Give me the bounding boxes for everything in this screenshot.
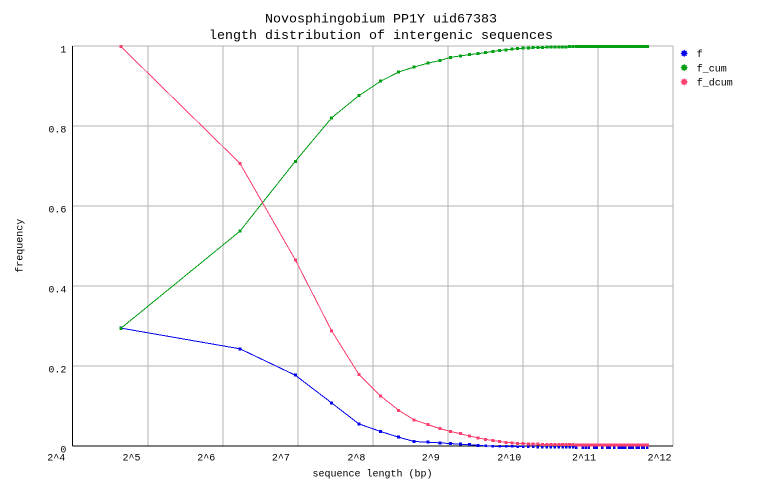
svg-text:0.6: 0.6 [48, 206, 66, 217]
svg-text:2^8: 2^8 [347, 454, 365, 465]
svg-text:f_cum: f_cum [697, 63, 727, 75]
svg-text:0.8: 0.8 [48, 126, 66, 137]
svg-text:length distribution of interge: length distribution of intergenic sequen… [209, 29, 553, 44]
svg-text:2^12: 2^12 [647, 454, 671, 465]
svg-text:f_dcum: f_dcum [697, 78, 733, 90]
svg-text:2^4: 2^4 [47, 454, 65, 465]
svg-text:f: f [697, 49, 703, 61]
svg-text:2^9: 2^9 [422, 454, 440, 465]
svg-text:frequency: frequency [14, 219, 26, 273]
svg-text:0.4: 0.4 [48, 286, 66, 297]
svg-text:2^10: 2^10 [497, 454, 521, 465]
svg-text:2^11: 2^11 [572, 454, 596, 465]
svg-text:1: 1 [60, 46, 66, 57]
svg-text:Novosphingobium PP1Y uid67383: Novosphingobium PP1Y uid67383 [265, 13, 497, 28]
svg-text:2^7: 2^7 [272, 454, 290, 465]
svg-text:0: 0 [60, 446, 66, 457]
svg-text:sequence length (bp): sequence length (bp) [312, 469, 432, 481]
svg-text:2^5: 2^5 [122, 454, 140, 465]
svg-text:0.2: 0.2 [48, 366, 66, 377]
svg-text:2^6: 2^6 [197, 454, 215, 465]
